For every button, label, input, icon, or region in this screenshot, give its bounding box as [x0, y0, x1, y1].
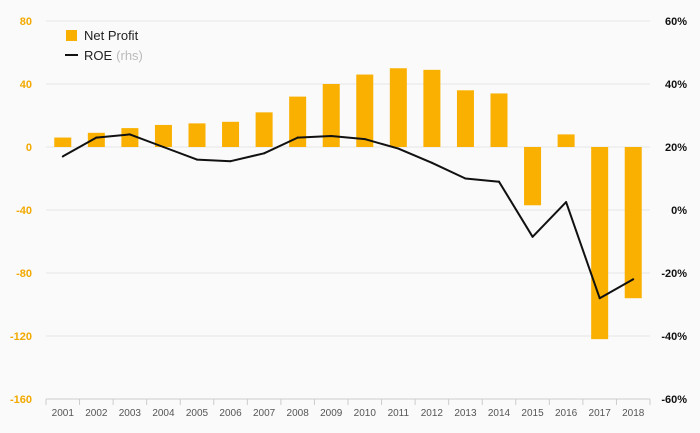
x-tick-label: 2014	[488, 408, 511, 419]
x-tick-label: 2016	[555, 408, 578, 419]
right-tick-label: -20%	[661, 268, 687, 280]
roe-point-2003	[128, 133, 131, 136]
bar-2006	[222, 121, 240, 147]
grid-lines	[46, 20, 650, 337]
right-tick-label: -40%	[661, 331, 687, 343]
roe-point-2002	[95, 136, 98, 139]
roe-point-2015	[531, 235, 534, 238]
x-tick-label: 2006	[219, 408, 242, 419]
right-tick-label: 0%	[671, 205, 687, 217]
bar-2007	[255, 112, 273, 147]
roe-point-2013	[464, 177, 467, 180]
bar-2013	[456, 90, 474, 147]
x-tick-label: 2011	[388, 408, 410, 419]
roe-point-2009	[330, 134, 333, 137]
right-tick-label: -60%	[661, 394, 687, 406]
right-axis-ticks: 60% 40% 20% 0% -20% -40% -60%	[661, 16, 687, 406]
roe-point-2004	[162, 146, 165, 148]
roe-point-2008	[296, 136, 299, 139]
legend: Net Profit ROE (rhs)	[65, 28, 143, 63]
x-tick-label: 2018	[622, 408, 645, 419]
left-tick-label: 40	[20, 79, 32, 91]
left-tick-label: -40	[16, 205, 32, 217]
x-axis: 2001 2002 2003 2004 2005 2006 2007 2008 2009 2010…	[45, 398, 651, 419]
bar-2018	[624, 147, 642, 299]
bar-2012	[423, 69, 441, 147]
right-tick-label: 60%	[665, 16, 687, 28]
x-tick-label: 2015	[521, 408, 544, 419]
right-tick-label: 40%	[665, 79, 687, 91]
x-tick-label: 2001	[52, 408, 75, 419]
roe-point-2007	[263, 152, 266, 155]
legend-label-net-profit: Net Profit	[84, 28, 139, 43]
roe-point-2011	[397, 147, 400, 150]
x-tick-label: 2010	[354, 408, 377, 419]
left-tick-label: 0	[26, 142, 32, 154]
left-tick-label: 80	[20, 16, 32, 28]
roe-point-2018	[632, 278, 635, 281]
roe-point-2012	[430, 161, 433, 164]
x-tick-label: 2008	[287, 408, 310, 419]
roe-point-2014	[498, 180, 500, 183]
legend-roe-name: ROE	[84, 48, 113, 63]
net-profit-bars	[54, 68, 642, 340]
x-tick-label: 2009	[320, 408, 343, 419]
roe-line-group	[61, 133, 635, 300]
left-tick-label: -80	[16, 268, 32, 280]
left-tick-label: -160	[10, 394, 32, 406]
bar-2015	[524, 147, 542, 206]
bar-2005	[188, 123, 206, 147]
bar-2010	[356, 74, 374, 147]
bar-2011	[389, 68, 407, 147]
roe-point-2001	[61, 155, 64, 158]
bar-2004	[154, 124, 172, 147]
x-tick-label: 2012	[421, 408, 444, 419]
x-tick-label: 2004	[152, 408, 175, 419]
legend-roe-rhs: (rhs)	[116, 48, 143, 63]
legend-label-roe: ROE (rhs)	[84, 48, 143, 63]
right-tick-label: 20%	[665, 142, 687, 154]
roe-point-2017	[598, 297, 601, 300]
x-tick-label: 2013	[454, 408, 477, 419]
legend-swatch-net-profit	[66, 30, 77, 41]
left-axis-ticks: 80 40 0 -40 -80 -120 -160	[10, 16, 32, 406]
bar-2009	[322, 84, 340, 147]
left-tick-label: -120	[10, 331, 32, 343]
roe-line	[62, 133, 634, 300]
bar-2014	[490, 93, 508, 147]
bar-2001	[54, 137, 72, 147]
roe-point-2006	[229, 160, 232, 163]
x-tick-label: 2007	[253, 408, 276, 419]
x-tick-label: 2003	[119, 408, 142, 419]
roe-point-2005	[196, 158, 198, 161]
bar-2017	[591, 147, 609, 340]
x-tick-label: 2005	[186, 408, 209, 419]
bar-2016	[557, 134, 575, 147]
roe-point-2016	[565, 201, 568, 204]
x-tick-label: 2017	[589, 408, 612, 419]
bar-2008	[289, 96, 307, 147]
bar-2003	[121, 128, 139, 147]
roe-point-2010	[363, 138, 366, 141]
x-tick-label: 2002	[85, 408, 108, 419]
